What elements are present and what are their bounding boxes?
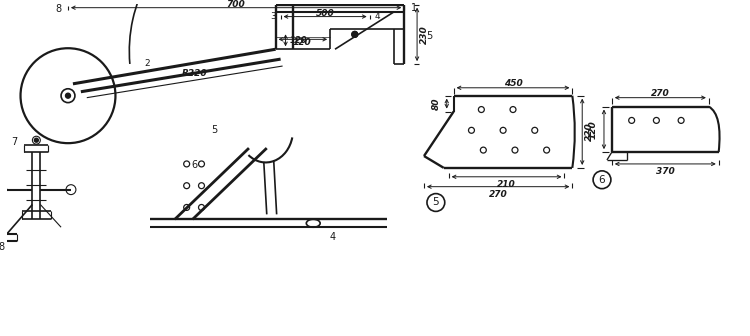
Text: 5: 5 <box>426 31 432 41</box>
Circle shape <box>628 118 634 123</box>
Text: 4: 4 <box>330 232 336 242</box>
Circle shape <box>653 118 659 123</box>
Text: 6: 6 <box>191 160 198 170</box>
Text: 3: 3 <box>270 12 276 21</box>
Text: 5: 5 <box>211 125 217 135</box>
Circle shape <box>510 107 516 113</box>
Text: 6: 6 <box>598 175 605 185</box>
Text: 5: 5 <box>433 198 439 208</box>
Circle shape <box>544 147 550 153</box>
Circle shape <box>678 118 684 123</box>
Text: 2: 2 <box>144 58 150 68</box>
Circle shape <box>184 161 190 167</box>
Text: 8: 8 <box>55 4 62 14</box>
Circle shape <box>478 107 484 113</box>
Text: 370: 370 <box>656 167 675 176</box>
Circle shape <box>184 183 190 188</box>
Circle shape <box>199 183 205 188</box>
Text: 120: 120 <box>293 38 312 47</box>
Text: 270: 270 <box>489 190 508 199</box>
Text: 210: 210 <box>497 180 516 189</box>
Text: 120: 120 <box>588 120 597 139</box>
Text: 500: 500 <box>316 9 334 18</box>
Circle shape <box>500 127 506 133</box>
Circle shape <box>199 161 205 167</box>
Circle shape <box>480 147 486 153</box>
Text: 270: 270 <box>651 89 670 98</box>
Text: 1: 1 <box>411 3 417 13</box>
Circle shape <box>532 127 538 133</box>
Text: 230: 230 <box>420 25 429 44</box>
Text: 7: 7 <box>11 137 18 147</box>
Text: 450: 450 <box>503 79 522 88</box>
Circle shape <box>352 32 358 37</box>
Text: 120: 120 <box>290 36 308 45</box>
Circle shape <box>65 93 70 98</box>
Circle shape <box>469 127 475 133</box>
Text: R220: R220 <box>182 70 208 78</box>
Circle shape <box>34 138 38 142</box>
Circle shape <box>184 205 190 210</box>
Circle shape <box>199 205 205 210</box>
Text: 220: 220 <box>585 122 594 141</box>
Circle shape <box>512 147 518 153</box>
Text: 700: 700 <box>226 0 245 9</box>
Text: 4: 4 <box>374 12 380 21</box>
Text: 8: 8 <box>0 242 4 252</box>
Text: 80: 80 <box>432 97 441 110</box>
